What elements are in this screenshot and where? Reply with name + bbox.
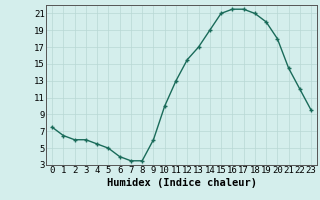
- X-axis label: Humidex (Indice chaleur): Humidex (Indice chaleur): [107, 178, 257, 188]
